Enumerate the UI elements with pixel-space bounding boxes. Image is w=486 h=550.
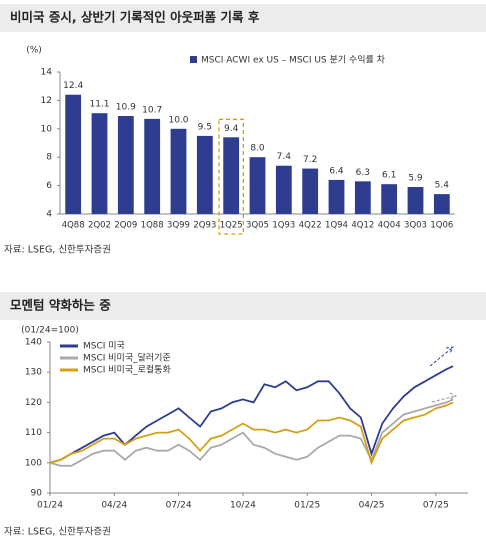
line: [49, 398, 454, 467]
bar: [381, 184, 398, 214]
x-tick-label: 1Q88: [141, 221, 164, 231]
value-label: 11.1: [89, 100, 109, 110]
bar: [196, 135, 213, 214]
title-band: [0, 4, 486, 32]
value-label: 8.0: [250, 144, 265, 154]
value-label: 12.4: [63, 81, 83, 91]
y-tick-label: 6: [46, 181, 52, 191]
x-tick-label: 1Q94: [325, 221, 348, 231]
x-tick-label: 07/24: [166, 501, 192, 511]
x-tick-label: 4Q88: [62, 221, 85, 231]
bar: [117, 116, 134, 214]
line: [49, 365, 454, 464]
bar: [65, 94, 82, 214]
legend-label: MSCI 미국: [83, 341, 125, 352]
y-tick-label: 8: [46, 153, 52, 163]
title-band: [0, 292, 486, 320]
y-tick-label: 120: [25, 398, 42, 408]
bar: [275, 165, 292, 214]
value-label: 10.9: [116, 103, 136, 113]
value-label: 6.1: [382, 171, 396, 181]
value-label: 6.3: [356, 168, 370, 178]
x-tick-label: 04/25: [359, 501, 385, 511]
legend-label: MSCI ACWI ex US – MSCI US 분기 수익률 차: [201, 54, 386, 66]
x-tick-label: 2Q93: [193, 221, 216, 231]
bar: [144, 118, 161, 214]
y-tick-label: 100: [25, 458, 42, 468]
y-tick-label: 110: [25, 428, 42, 438]
value-label: 6.4: [329, 166, 344, 176]
y-tick-label: 14: [41, 68, 53, 78]
bar: [354, 181, 371, 214]
x-tick-label: 2Q09: [114, 221, 137, 231]
legend-label: MSCI 비미국_달러기준: [83, 352, 171, 364]
y-tick-label: 140: [25, 338, 42, 348]
y-tick-label: 90: [31, 489, 43, 499]
x-tick-label: 1Q25: [220, 221, 243, 231]
value-label: 10.0: [168, 115, 188, 125]
x-tick-label: 1Q93: [272, 221, 295, 231]
highlight-box: [218, 118, 244, 235]
bar: [433, 194, 450, 214]
y-tick-label: 10: [41, 124, 53, 134]
bar: [328, 179, 345, 214]
x-tick-label: 4Q12: [351, 221, 374, 231]
y-tick-label: 130: [25, 368, 42, 378]
y-tick-label: 12: [41, 96, 52, 106]
legend-swatch: [190, 56, 197, 63]
trend-arrow: [431, 392, 458, 403]
x-tick-label: 01/24: [37, 501, 63, 511]
bar: [91, 113, 108, 214]
source: 자료: LSEG, 신한투자증권: [4, 526, 111, 538]
value-label: 9.4: [224, 124, 239, 134]
x-tick-label: 3Q99: [167, 221, 190, 231]
value-label: 7.2: [303, 155, 317, 165]
x-tick-label: 3Q05: [246, 221, 269, 231]
value-label: 10.7: [142, 105, 162, 115]
value-label: 7.4: [277, 152, 292, 162]
line: [49, 401, 454, 466]
source: 자료: LSEG, 신한투자증권: [4, 244, 111, 256]
bar: [302, 168, 319, 214]
x-tick-label: 10/24: [230, 501, 256, 511]
bar: [170, 128, 187, 214]
x-tick-label: 01/25: [294, 501, 320, 511]
chart-title: 비미국 증시, 상반기 기록적인 아웃퍼폼 기록 후: [10, 10, 260, 25]
value-label: 5.9: [408, 174, 423, 184]
x-tick-label: 2Q02: [88, 221, 111, 231]
bar: [407, 187, 424, 214]
chart-title: 모멘텀 약화하는 중: [10, 298, 111, 313]
value-label: 5.4: [435, 181, 450, 191]
bar: [223, 137, 240, 214]
y-unit: (01/24=100): [21, 326, 79, 336]
x-tick-label: 1Q06: [430, 221, 453, 231]
x-tick-label: 3Q03: [404, 221, 427, 231]
x-tick-label: 07/25: [423, 501, 449, 511]
x-tick-label: 4Q04: [378, 221, 401, 231]
legend-label: MSCI 비미국_로컬통화: [83, 365, 171, 376]
y-tick-label: 4: [46, 210, 52, 220]
x-tick-label: 04/24: [101, 501, 127, 511]
bar: [249, 157, 266, 214]
value-label: 9.5: [198, 122, 212, 132]
trend-arrow: [429, 346, 454, 367]
x-tick-label: 4Q22: [299, 221, 322, 231]
y-unit: (%): [26, 46, 42, 56]
